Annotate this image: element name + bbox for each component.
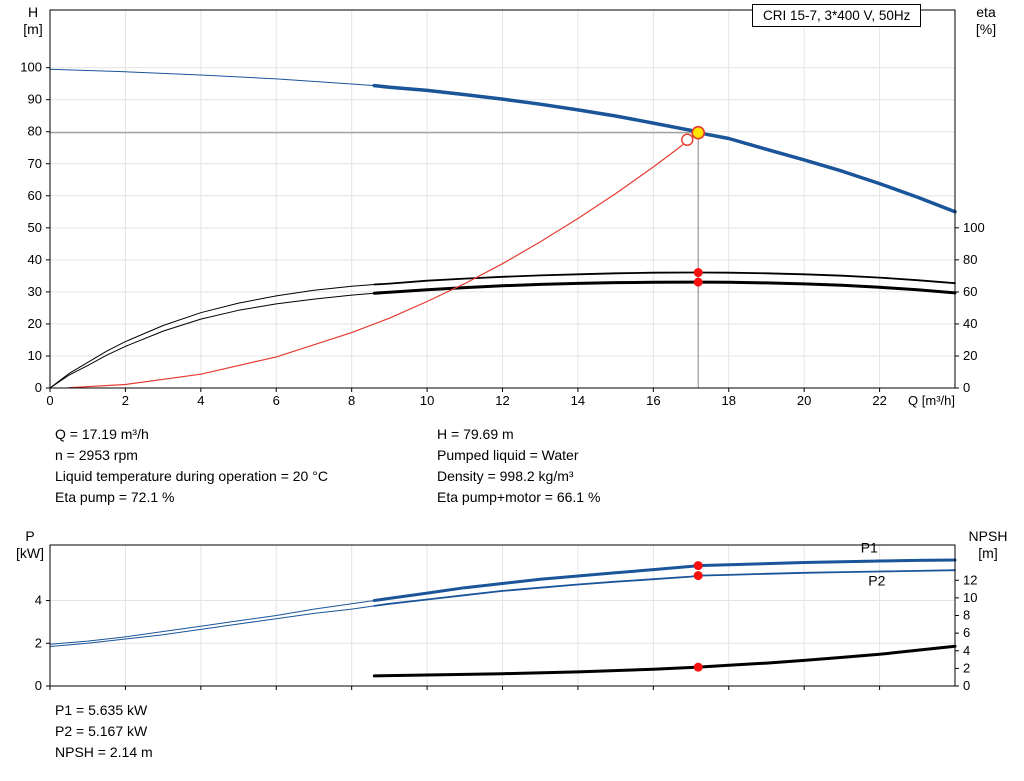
result-h: H = 79.69 m bbox=[437, 426, 514, 442]
p2-point bbox=[693, 571, 703, 581]
y-tick-label: 100 bbox=[20, 60, 42, 75]
h-axis-unit: [m] bbox=[23, 21, 43, 37]
x-tick-label: 22 bbox=[872, 393, 886, 408]
duty-point-system bbox=[681, 133, 694, 146]
y2-tick-label: 4 bbox=[963, 643, 970, 658]
head-curve bbox=[372, 83, 957, 214]
result-density: Density = 998.2 kg/m³ bbox=[437, 468, 574, 484]
eta-pump-curve bbox=[373, 271, 956, 286]
y2-tick-label: 60 bbox=[963, 284, 977, 299]
npsh-axis-title: NPSH bbox=[968, 528, 1008, 544]
results-bottom-column: P1 = 5.635 kW P2 = 5.167 kW NPSH = 2.14 … bbox=[55, 699, 153, 762]
y2-tick-label: 20 bbox=[963, 348, 977, 363]
x-tick-label: 0 bbox=[46, 393, 53, 408]
x-tick-label: 4 bbox=[197, 393, 204, 408]
x-axis-label: Q [m³/h] bbox=[908, 393, 955, 408]
y-tick-label: 10 bbox=[28, 348, 42, 363]
head-curve-extrapolated bbox=[49, 68, 375, 87]
npsh-axis-unit: [m] bbox=[978, 545, 998, 561]
y-tick-label: 30 bbox=[28, 284, 42, 299]
result-p2: P2 = 5.167 kW bbox=[55, 723, 148, 739]
eta-axis-title: eta bbox=[976, 4, 996, 20]
y2-tick-label: 12 bbox=[963, 572, 977, 587]
y2-tick-label: 2 bbox=[963, 660, 970, 675]
eta-pump-motor-curve bbox=[372, 280, 957, 295]
system-curve bbox=[68, 132, 699, 389]
y-tick-label: 40 bbox=[28, 252, 42, 267]
x-tick-label: 12 bbox=[495, 393, 509, 408]
x-tick-label: 6 bbox=[273, 393, 280, 408]
y2-tick-label: 40 bbox=[963, 316, 977, 331]
y2-tick-label: 0 bbox=[963, 380, 970, 395]
results-left-column: Q = 17.19 m³/h n = 2953 rpm Liquid tempe… bbox=[55, 424, 328, 508]
y-tick-label: 4 bbox=[35, 593, 42, 608]
npsh-point bbox=[693, 662, 703, 672]
x-tick-label: 20 bbox=[797, 393, 811, 408]
result-liquid-temperature: Liquid temperature during operation = 20… bbox=[55, 468, 328, 484]
y2-tick-label: 10 bbox=[963, 590, 977, 605]
result-npsh: NPSH = 2.14 m bbox=[55, 744, 153, 760]
eta-pump-curve-extrapolated bbox=[49, 284, 375, 389]
npsh-curve bbox=[372, 644, 957, 678]
curve-label-p1: P1 bbox=[861, 539, 878, 555]
x-tick-label: 10 bbox=[420, 393, 434, 408]
power-npsh-chart: 0 2 4 0 2 4 6 8 10 12 P1 P2 bbox=[35, 539, 978, 693]
eta-pump-point bbox=[693, 268, 703, 278]
result-p1: P1 = 5.635 kW bbox=[55, 702, 148, 718]
result-pumped-liquid: Pumped liquid = Water bbox=[437, 447, 579, 463]
p-axis-unit: [kW] bbox=[16, 545, 44, 561]
bottom-right-axis-title: NPSH [m] bbox=[960, 528, 1016, 562]
p-axis-title: P bbox=[25, 528, 35, 544]
y-tick-label: 0 bbox=[35, 380, 42, 395]
x-tick-label: 2 bbox=[122, 393, 129, 408]
eta-pump-motor-curve-extrapolated bbox=[49, 292, 375, 389]
y-tick-label: 0 bbox=[35, 678, 42, 693]
y2-tick-label: 100 bbox=[963, 220, 985, 235]
result-eta-pump: Eta pump = 72.1 % bbox=[55, 489, 175, 505]
p1-curve bbox=[372, 558, 957, 602]
y2-tick-label: 80 bbox=[963, 252, 977, 267]
result-q: Q = 17.19 m³/h bbox=[55, 426, 149, 442]
y-tick-label: 60 bbox=[28, 188, 42, 203]
duty-point[interactable] bbox=[691, 125, 706, 140]
y-tick-label: 50 bbox=[28, 220, 42, 235]
h-axis-title: H bbox=[27, 4, 39, 20]
top-left-axis-title: H [m] bbox=[14, 4, 52, 38]
x-tick-label: 8 bbox=[348, 393, 355, 408]
y-tick-label: 20 bbox=[28, 316, 42, 331]
pump-title-box: CRI 15-7, 3*400 V, 50Hz bbox=[752, 4, 922, 27]
pump-title: CRI 15-7, 3*400 V, 50Hz bbox=[763, 8, 911, 23]
result-eta-pump-motor: Eta pump+motor = 66.1 % bbox=[437, 489, 601, 505]
y2-tick-label: 6 bbox=[963, 625, 970, 640]
x-tick-label: 14 bbox=[571, 393, 585, 408]
y2-tick-label: 8 bbox=[963, 608, 970, 623]
p2-curve bbox=[373, 569, 956, 607]
y2-tick-label: 0 bbox=[963, 678, 970, 693]
eta-pump-motor-point bbox=[693, 277, 703, 287]
x-tick-label: 18 bbox=[722, 393, 736, 408]
y-tick-label: 70 bbox=[28, 156, 42, 171]
results-right-column: H = 79.69 m Pumped liquid = Water Densit… bbox=[437, 424, 600, 508]
curve-label-p2: P2 bbox=[868, 573, 885, 589]
y-tick-label: 80 bbox=[28, 124, 42, 139]
head-eta-chart: 0 2 4 6 8 10 12 14 16 18 20 22 Q [m³/h] 0 10 20 30 40 50 60… bbox=[20, 9, 985, 408]
y-tick-label: 90 bbox=[28, 92, 42, 107]
eta-axis-unit: [%] bbox=[975, 21, 997, 37]
p1-curve-extrapolated bbox=[49, 600, 375, 645]
p2-curve-extrapolated bbox=[49, 605, 375, 647]
x-tick-label: 16 bbox=[646, 393, 660, 408]
bottom-left-axis-title: P [kW] bbox=[8, 528, 52, 562]
p1-point bbox=[693, 561, 703, 571]
top-right-axis-title: eta [%] bbox=[964, 4, 1008, 38]
result-speed: n = 2953 rpm bbox=[55, 447, 138, 463]
y-tick-label: 2 bbox=[35, 635, 42, 650]
